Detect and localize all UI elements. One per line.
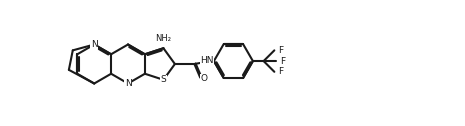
Text: S: S — [160, 75, 166, 84]
Text: F: F — [278, 67, 283, 76]
Text: HN: HN — [200, 56, 214, 65]
Text: NH₂: NH₂ — [155, 34, 172, 43]
Text: O: O — [201, 74, 208, 83]
Text: F: F — [278, 46, 283, 55]
Text: F: F — [280, 57, 285, 66]
Text: N: N — [91, 40, 98, 49]
Text: N: N — [125, 79, 132, 88]
